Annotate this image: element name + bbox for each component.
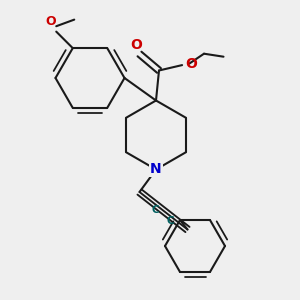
Text: C: C xyxy=(167,215,174,226)
Text: C: C xyxy=(152,205,159,215)
Text: O: O xyxy=(130,38,142,52)
Text: N: N xyxy=(150,163,162,176)
Text: O: O xyxy=(46,15,56,28)
Text: O: O xyxy=(185,57,197,71)
